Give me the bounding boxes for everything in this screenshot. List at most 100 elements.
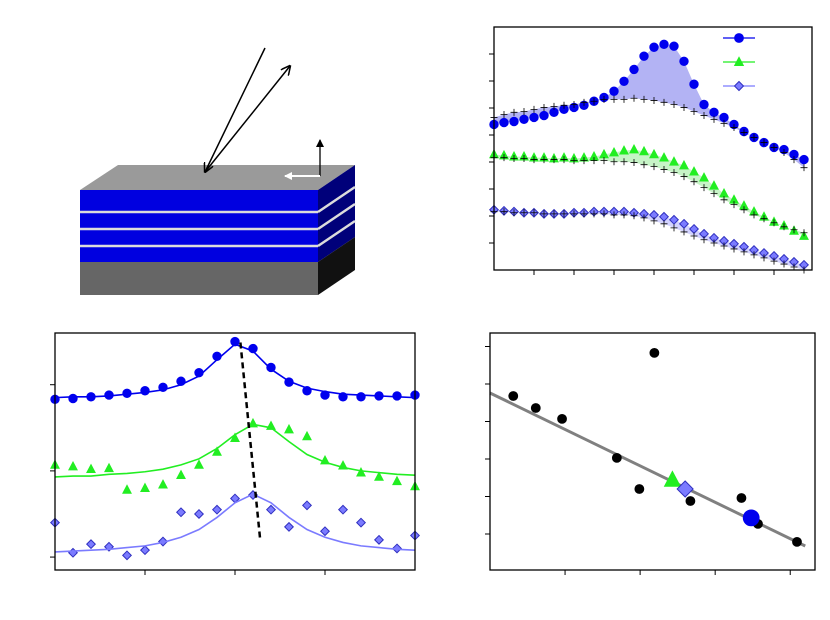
marker [770,143,778,151]
marker [570,157,578,165]
marker [629,143,639,154]
marker [799,154,809,165]
marker [510,154,518,162]
marker [319,526,331,537]
marker [510,108,518,116]
marker [629,64,639,75]
layer-stack [80,190,318,262]
marker [610,211,618,219]
marker [690,178,698,186]
marker [194,459,204,469]
marker [374,471,384,481]
fit-line [54,343,416,399]
marker [510,209,518,217]
marker [649,148,659,159]
marker [337,504,349,515]
marker [669,156,679,166]
marker [520,108,528,116]
marker [599,148,609,159]
marker [730,123,738,131]
marker [550,210,558,218]
marker [557,413,567,424]
marker [800,229,808,237]
side-stack [318,165,355,262]
marker [640,95,648,103]
marker [670,100,678,108]
marker [530,209,538,217]
marker [122,484,132,494]
substrate [80,262,318,295]
marker [790,156,798,164]
marker [139,545,151,556]
marker [265,504,277,515]
marker [356,392,366,402]
marker [500,154,508,162]
marker [730,201,738,209]
marker [663,470,682,487]
marker [669,41,679,51]
marker [570,100,578,108]
marker [68,393,78,404]
marker [570,210,578,218]
marker [230,336,240,347]
marker [699,172,709,182]
marker [710,190,718,198]
marker [740,206,748,214]
peak-line [239,342,262,540]
marker [580,210,588,218]
marker [770,257,778,265]
marker [67,547,79,558]
marker [630,159,638,167]
marker [689,166,699,176]
marker [500,208,508,216]
marker [760,139,768,147]
marker [530,105,538,113]
marker [373,534,385,545]
marker [302,430,312,441]
marker [620,211,628,219]
marker [700,236,708,244]
marker [320,390,330,400]
fit-line [54,423,416,478]
marker [193,508,205,519]
marker [639,145,649,156]
marker [660,166,668,174]
marker [685,496,696,506]
marker [630,212,638,220]
fill-between [494,209,804,270]
marker [609,146,619,157]
marker [560,101,568,109]
marker [590,97,598,105]
marker [539,110,549,121]
marker [790,226,798,234]
marker [700,112,708,120]
marker [750,251,758,259]
marker [780,260,788,268]
marker [580,157,588,165]
marker [659,39,669,49]
marker [509,116,519,127]
marker [800,164,808,172]
marker [650,163,658,171]
marker [620,158,628,166]
marker [619,76,629,86]
marker [530,403,541,413]
marker [760,254,768,262]
marker [540,156,548,164]
side-substrate [318,237,355,295]
marker [560,210,568,218]
marker [720,119,728,127]
marker [640,214,648,222]
marker [668,214,680,225]
plot-frame [493,26,813,271]
marker [699,99,709,110]
marker [519,114,529,125]
marker [391,543,403,554]
plot-frame [54,332,416,571]
marker [678,218,690,229]
marker [740,129,748,137]
marker [780,223,788,231]
marker [530,156,538,164]
marker [660,220,668,228]
marker [590,210,598,218]
